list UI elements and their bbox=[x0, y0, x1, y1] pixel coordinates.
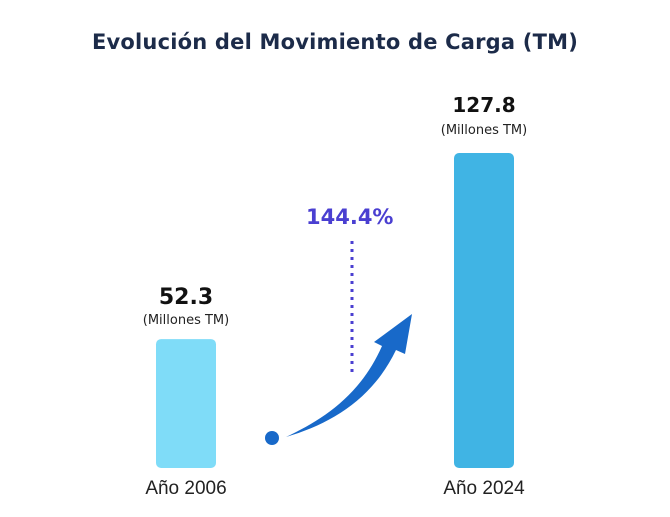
bar-2 bbox=[454, 153, 514, 468]
value-label-2: 127.8 bbox=[452, 93, 516, 117]
x-tick-label-1: Año 2006 bbox=[145, 478, 227, 499]
growth-arrow bbox=[286, 314, 412, 437]
start-dot bbox=[265, 431, 279, 445]
value-label-1: 52.3 bbox=[158, 285, 214, 311]
unit-label-1: (Millones TM) bbox=[142, 313, 230, 329]
x-tick-label-2: Año 2024 bbox=[443, 478, 525, 499]
chart-title: Evolución del Movimiento de Carga (TM) bbox=[91, 30, 579, 54]
unit-label-2: (Millones TM) bbox=[440, 123, 528, 138]
growth-percent-label: 144.4% bbox=[306, 205, 394, 229]
bar-1 bbox=[156, 339, 216, 468]
